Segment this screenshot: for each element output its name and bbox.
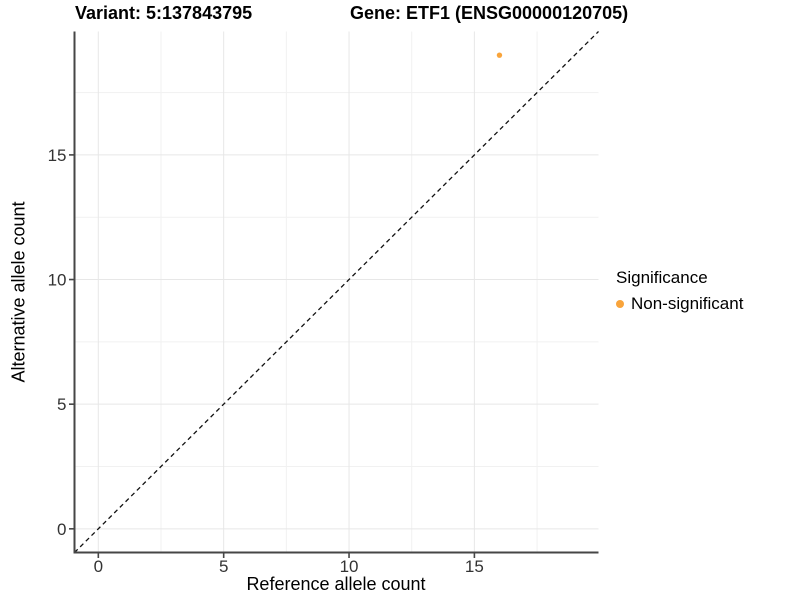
gene-title: Gene: ETF1 (ENSG00000120705) xyxy=(350,3,629,23)
legend-title: Significance xyxy=(616,268,708,287)
y-tick-label: 0 xyxy=(57,520,66,539)
legend: Significance Non-significant xyxy=(616,268,743,314)
x-tick-label: 10 xyxy=(340,557,359,576)
y-tick-label: 5 xyxy=(57,395,66,414)
legend-item-label: Non-significant xyxy=(631,294,744,313)
y-axis-label: Alternative allele count xyxy=(8,201,29,383)
x-tick-label: 0 xyxy=(94,557,103,576)
identity-line xyxy=(74,31,599,553)
data-point xyxy=(496,52,503,58)
legend-item: Non-significant xyxy=(616,294,743,314)
variant-title: Variant: 5:137843795 xyxy=(75,3,253,23)
point-swatch-icon xyxy=(616,300,624,308)
y-tick-label: 10 xyxy=(48,271,67,290)
x-tick-label: 5 xyxy=(219,557,228,576)
x-tick-label: 15 xyxy=(465,557,484,576)
y-tick-label: 15 xyxy=(48,146,67,165)
x-axis-label: Reference allele count xyxy=(246,574,426,594)
